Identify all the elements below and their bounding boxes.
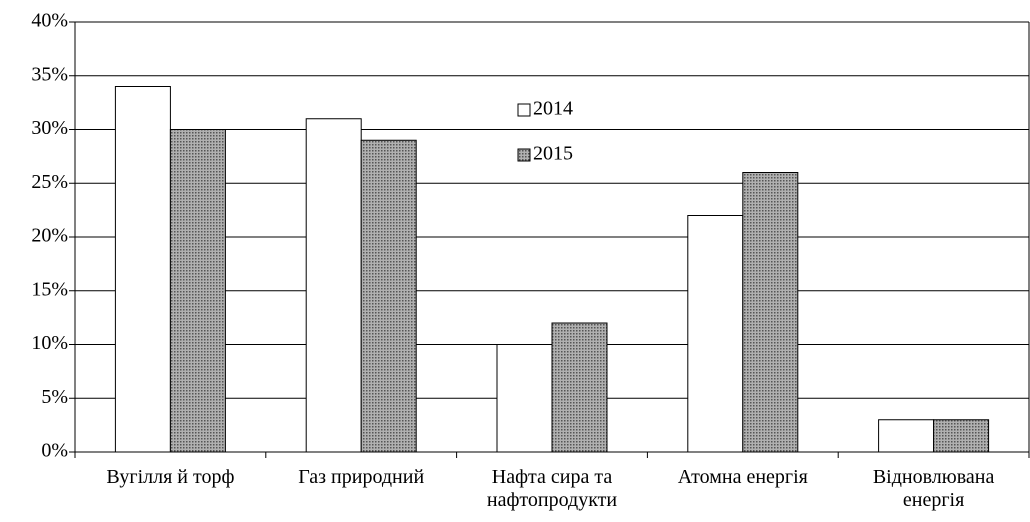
y-tick-label: 20% xyxy=(31,225,68,247)
y-tick-label: 15% xyxy=(31,278,68,300)
y-tick-label: 25% xyxy=(31,171,68,193)
y-tick-label: 10% xyxy=(31,332,68,354)
y-tick-label: 40% xyxy=(31,10,68,32)
x-tick-label: Вугілля й торф xyxy=(106,466,235,488)
legend-swatch xyxy=(517,148,531,162)
x-tick-label: Газ природний xyxy=(298,466,425,488)
legend-swatch xyxy=(517,103,531,117)
x-tick-label: Відновлювана енергія xyxy=(872,466,995,511)
bar xyxy=(360,139,417,453)
y-tick-label: 0% xyxy=(41,440,68,462)
x-tick-label: Нафта сира та нафтопродукти xyxy=(486,466,618,511)
bar xyxy=(742,172,799,453)
x-tick-label: Атомна енергія xyxy=(677,466,808,488)
bar xyxy=(878,419,935,453)
bar xyxy=(496,344,553,453)
bar xyxy=(169,129,226,453)
bar xyxy=(305,118,362,453)
legend-label: 2014 xyxy=(533,98,573,120)
bar xyxy=(551,322,608,453)
y-tick-label: 5% xyxy=(41,386,68,408)
bar xyxy=(114,86,171,453)
bar xyxy=(687,215,744,453)
y-tick-label: 30% xyxy=(31,117,68,139)
y-tick-label: 35% xyxy=(31,63,68,85)
legend-label: 2015 xyxy=(533,143,573,165)
bar xyxy=(933,419,990,453)
